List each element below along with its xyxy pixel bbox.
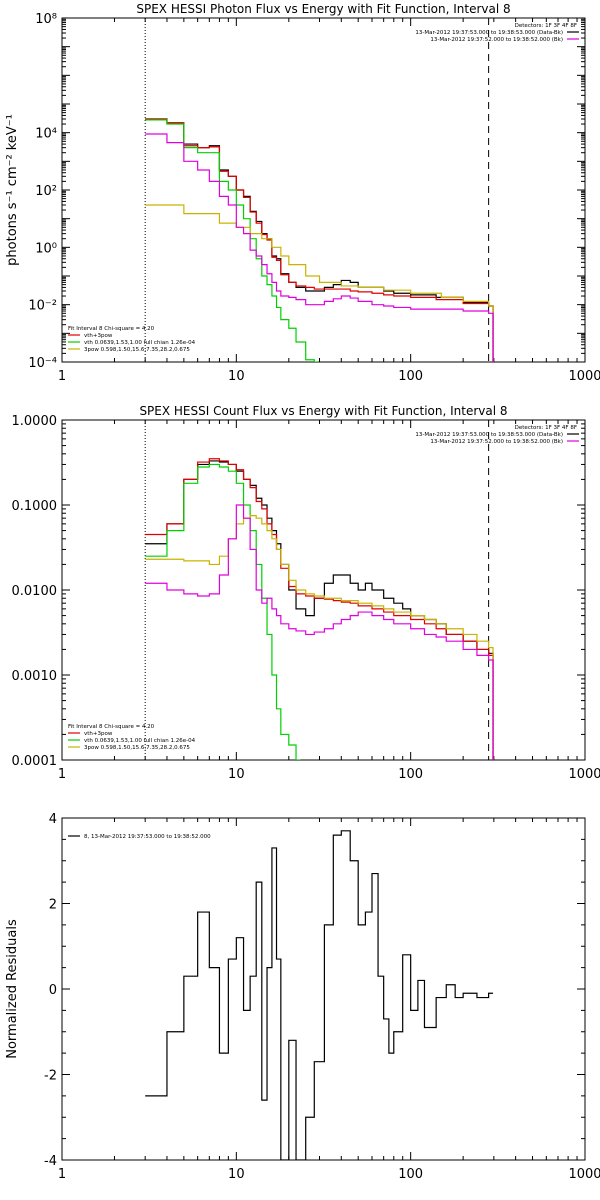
y-tick-label: 10⁻² bbox=[28, 299, 57, 314]
legend-entry-label: 13-Mar-2012 19:37:53.000 to 19:38:53.000… bbox=[415, 432, 563, 438]
series-line-3 bbox=[145, 119, 319, 362]
series-line-2 bbox=[145, 118, 494, 362]
y-tick-label: 4 bbox=[49, 812, 57, 827]
series-line-1 bbox=[145, 830, 494, 1160]
y-axis-label: Normalized Residuals bbox=[5, 919, 20, 1059]
chart-title: SPEX HESSI Photon Flux vs Energy with Fi… bbox=[136, 2, 510, 16]
series-line-5 bbox=[145, 504, 494, 760]
plot-frame bbox=[61, 17, 586, 363]
legend-entry-label: 3pow 0.598,1.50,15.6,7.35,28.2,0.675 bbox=[84, 347, 190, 353]
y-axis-label: photons s⁻¹ cm⁻² keV⁻¹ bbox=[5, 114, 20, 266]
legend-entry-label: vth 0.0639,1.53,1.00 full chian 1.26e-04 bbox=[84, 340, 196, 346]
series-line-2 bbox=[145, 458, 494, 760]
series-line-5 bbox=[145, 133, 494, 362]
legend-entry-label: 13-Mar-2012 19:37:52.000 to 19:38:52.000… bbox=[430, 439, 563, 445]
series-line-4 bbox=[145, 204, 494, 362]
x-tick-label: 10 bbox=[228, 369, 245, 384]
y-tick-label: 10⁴ bbox=[35, 127, 57, 142]
x-tick-label: 1 bbox=[58, 1167, 66, 1182]
x-tick-label: 10 bbox=[228, 1167, 245, 1182]
y-tick-label: 10⁸ bbox=[35, 12, 57, 27]
y-tick-label: 10² bbox=[35, 184, 57, 199]
legend-entry-label: vth+3pow bbox=[84, 333, 113, 339]
legend-entry-label: vth+3pow bbox=[84, 731, 113, 737]
fit-legend-header: Fit Interval 8 Chi-square = 4.20 bbox=[68, 724, 155, 730]
y-tick-label: 0.0100 bbox=[12, 584, 58, 599]
chart-title: SPEX HESSI Count Flux vs Energy with Fit… bbox=[139, 404, 507, 418]
x-tick-label: 1 bbox=[58, 369, 66, 384]
y-tick-label: 10⁰ bbox=[35, 241, 57, 256]
legend-header: Detectors: 1F 3F 4F 8F bbox=[515, 23, 577, 29]
x-tick-label: 10 bbox=[228, 767, 245, 782]
x-tick-label: 1000 bbox=[568, 767, 600, 782]
y-tick-label: 0.0010 bbox=[12, 669, 58, 684]
y-tick-label: 1.0000 bbox=[12, 414, 58, 429]
chart-panel-2: SPEX HESSI Count Flux vs Energy with Fit… bbox=[12, 404, 600, 782]
chart-panel-1: SPEX HESSI Photon Flux vs Energy with Fi… bbox=[5, 2, 600, 384]
legend-entry-label: vth 0.0639,1.53,1.00 full chian 1.26e-04 bbox=[84, 738, 196, 744]
x-tick-label: 100 bbox=[398, 767, 423, 782]
plot-frame bbox=[61, 817, 586, 1161]
series-line-3 bbox=[145, 463, 301, 760]
plot-frame bbox=[61, 419, 586, 761]
series-line-1 bbox=[145, 460, 494, 760]
legend-entry-label: 13-Mar-2012 19:37:52.000 to 19:38:52.000… bbox=[430, 37, 563, 43]
series-line-4 bbox=[145, 515, 494, 760]
legend-entry-label: 3pow 0.598,1.50,15.6,7.35,28.2,0.675 bbox=[84, 745, 190, 751]
x-tick-label: 1000 bbox=[568, 1167, 600, 1182]
y-tick-label: 10⁻⁴ bbox=[28, 356, 57, 371]
y-tick-label: 0.1000 bbox=[12, 499, 58, 514]
y-tick-label: 0 bbox=[49, 983, 57, 998]
series-line-1 bbox=[145, 118, 494, 362]
y-tick-label: 0.0001 bbox=[12, 754, 58, 769]
legend-entry-label: 13-Mar-2012 19:37:53.000 to 19:38:53.000… bbox=[415, 30, 563, 36]
y-tick-label: -2 bbox=[44, 1069, 57, 1084]
x-tick-label: 100 bbox=[398, 1167, 423, 1182]
y-tick-label: 2 bbox=[49, 898, 57, 913]
fit-legend-header: Fit Interval 8 Chi-square = 4.20 bbox=[68, 326, 155, 332]
legend-entry-label: 8, 13-Mar-2012 19:37:53.000 to 19:38:52.… bbox=[84, 834, 211, 840]
legend-header: Detectors: 1F 3F 4F 8F bbox=[515, 425, 577, 431]
x-tick-label: 1000 bbox=[568, 369, 600, 384]
x-tick-label: 1 bbox=[58, 767, 66, 782]
x-tick-label: 100 bbox=[398, 369, 423, 384]
y-tick-label: -4 bbox=[44, 1154, 57, 1169]
chart-panel-3: 1 10 100 1000 -4 -2 0 2 4 Normalized Residuals 8, … bbox=[5, 812, 600, 1182]
